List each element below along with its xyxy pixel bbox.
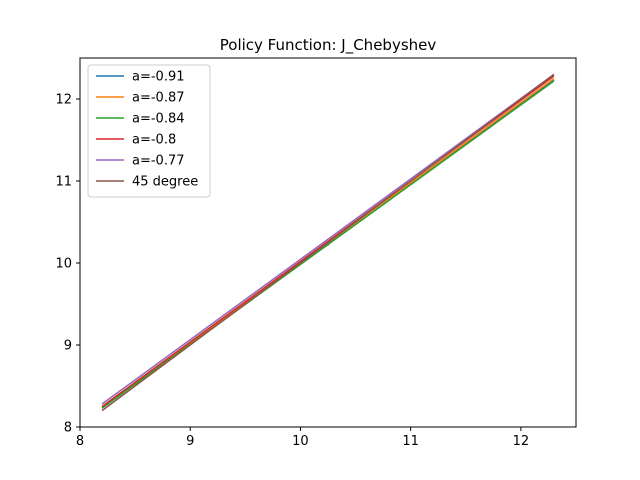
- series-line-2: [101, 80, 555, 409]
- legend-label-1: a=-0.87: [132, 91, 185, 106]
- legend-box: [87, 64, 211, 198]
- legend-label-4: a=-0.77: [132, 154, 185, 169]
- y-axis-ticks: 8 9 10 11 12: [55, 93, 80, 436]
- chart-title: Policy Function: J_Chebyshev: [220, 36, 437, 55]
- series-line-4: [101, 73, 555, 405]
- series-line-5: [101, 73, 555, 412]
- x-tick-label-3: 11: [402, 434, 419, 449]
- legend: a=-0.91 a=-0.87 a=-0.84 a=-0.8 a=-0.77 45 deg…: [87, 64, 211, 198]
- legend-label-0: a=-0.91: [132, 70, 185, 85]
- plot-lines: [101, 73, 555, 412]
- legend-label-5: 45 degree: [132, 175, 198, 190]
- x-tick-label-1: 9: [186, 434, 194, 449]
- legend-label-3: a=-0.8: [132, 133, 176, 148]
- legend-label-2: a=-0.84: [132, 112, 185, 127]
- y-tick-label-4: 12: [55, 93, 72, 108]
- x-axis-ticks: 8 9 10 11 12: [76, 427, 529, 449]
- y-tick-label-1: 9: [64, 339, 72, 354]
- x-tick-label-2: 10: [292, 434, 309, 449]
- y-tick-label-3: 11: [55, 175, 72, 190]
- x-tick-label-0: 8: [76, 434, 84, 449]
- x-tick-label-4: 12: [513, 434, 530, 449]
- axes-frame: [79, 57, 577, 428]
- y-tick-label-2: 10: [55, 257, 72, 272]
- y-tick-label-0: 8: [64, 421, 72, 436]
